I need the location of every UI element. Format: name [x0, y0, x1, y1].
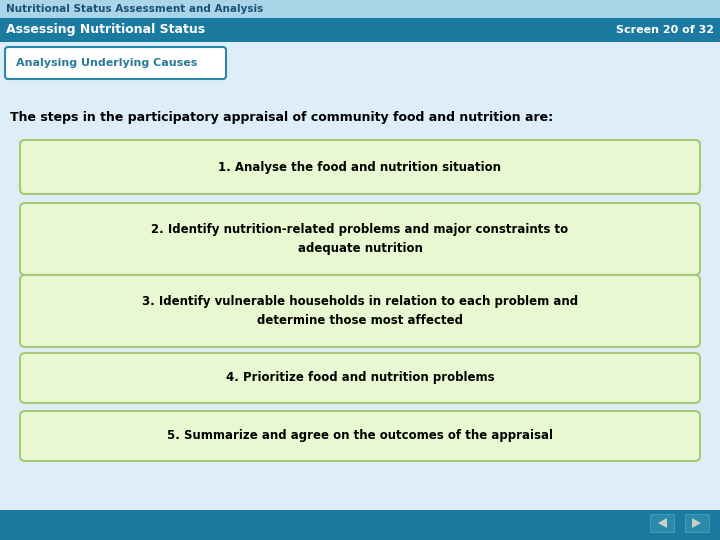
Text: 5. Summarize and agree on the outcomes of the appraisal: 5. Summarize and agree on the outcomes o… [167, 429, 553, 442]
Text: Screen 20 of 32: Screen 20 of 32 [616, 25, 714, 35]
FancyBboxPatch shape [650, 514, 674, 532]
Text: The steps in the participatory appraisal of community food and nutrition are:: The steps in the participatory appraisal… [10, 111, 553, 125]
FancyBboxPatch shape [685, 514, 709, 532]
FancyBboxPatch shape [20, 411, 700, 461]
Text: 2. Identify nutrition-related problems and major constraints to
adequate nutriti: 2. Identify nutrition-related problems a… [151, 223, 569, 255]
Polygon shape [658, 518, 667, 528]
FancyBboxPatch shape [20, 140, 700, 194]
FancyBboxPatch shape [20, 203, 700, 275]
Polygon shape [692, 518, 701, 528]
FancyBboxPatch shape [20, 353, 700, 403]
Text: Assessing Nutritional Status: Assessing Nutritional Status [6, 24, 205, 37]
Text: 4. Prioritize food and nutrition problems: 4. Prioritize food and nutrition problem… [225, 372, 495, 384]
FancyBboxPatch shape [20, 275, 700, 347]
Text: 3. Identify vulnerable households in relation to each problem and
determine thos: 3. Identify vulnerable households in rel… [142, 295, 578, 327]
FancyBboxPatch shape [5, 47, 226, 79]
FancyBboxPatch shape [0, 18, 720, 42]
Text: Nutritional Status Assessment and Analysis: Nutritional Status Assessment and Analys… [6, 4, 264, 14]
Text: Analysing Underlying Causes: Analysing Underlying Causes [16, 58, 197, 68]
FancyBboxPatch shape [0, 0, 720, 18]
Text: 1. Analyse the food and nutrition situation: 1. Analyse the food and nutrition situat… [218, 160, 502, 173]
FancyBboxPatch shape [0, 510, 720, 540]
